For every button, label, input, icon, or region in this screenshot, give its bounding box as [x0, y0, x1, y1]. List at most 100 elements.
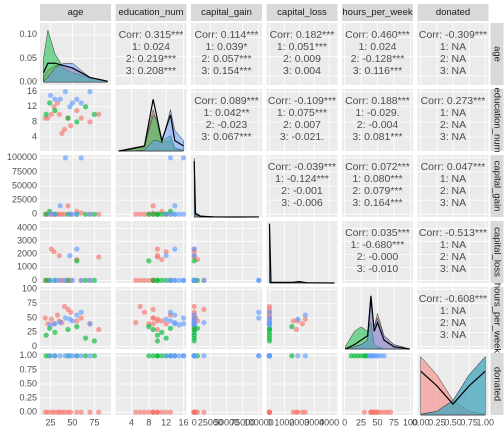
y-tick-label: 75 — [27, 298, 37, 308]
scatter-point — [191, 246, 197, 252]
y-tick-label: 4000 — [17, 223, 37, 233]
scatter-point — [266, 338, 273, 344]
scatter-point — [43, 111, 49, 117]
scatter-point — [150, 315, 156, 321]
scatter-point — [369, 409, 375, 415]
scatter-point — [289, 353, 295, 359]
scatter-point — [65, 203, 71, 209]
scatter-point — [47, 100, 53, 106]
scatter-point — [159, 409, 165, 415]
scatter-point — [87, 277, 93, 283]
scatter-point — [150, 277, 156, 283]
scatter-point — [180, 211, 187, 217]
column-strip — [417, 4, 489, 21]
scatter-point — [82, 353, 89, 359]
correlation-text: 2: 0.057*** — [201, 53, 251, 65]
scatter-point — [154, 326, 161, 333]
scatter-point — [358, 353, 364, 359]
scatter-point — [62, 353, 69, 359]
y-tick-label: 0.00 — [19, 77, 37, 87]
scatter-point — [137, 409, 143, 415]
x-tick-label: 0.25 — [428, 417, 446, 427]
y-tick-label: 100000 — [7, 152, 37, 162]
scatter-point — [159, 353, 165, 359]
row-strip — [490, 221, 504, 283]
scatter-point — [172, 211, 178, 217]
scatter-point — [194, 325, 201, 331]
scatter-point — [293, 409, 299, 415]
scatter-point — [172, 203, 178, 209]
strip-label: capital_gain — [491, 161, 502, 212]
scatter-point — [78, 100, 84, 106]
y-tick-label: 0 — [32, 341, 37, 351]
x-tick-label: 50000 — [214, 417, 239, 427]
scatter-point — [163, 253, 169, 259]
scatter-point — [74, 119, 80, 125]
scatter-point — [87, 409, 93, 415]
scatter-point — [191, 321, 197, 327]
scatter-point — [154, 353, 161, 359]
column-strip — [266, 4, 338, 21]
scatter-point — [96, 111, 102, 117]
scatter-point — [201, 353, 207, 359]
scatter-point — [62, 277, 69, 283]
scatter-point — [180, 321, 187, 327]
y-tick-label: 50000 — [12, 180, 37, 190]
scatter-point — [43, 211, 49, 217]
scatter-point — [150, 326, 156, 333]
correlation-text: 3: NA — [440, 329, 466, 341]
scatter-point — [141, 211, 148, 217]
correlation-text: 1: -0.680*** — [351, 239, 405, 251]
correlation-text: 3: 0.004 — [283, 65, 321, 77]
scatter-point — [191, 316, 197, 322]
scatter-point — [91, 353, 97, 359]
scatter-point — [91, 277, 97, 283]
density-line — [420, 370, 486, 405]
x-tick-label: 0.00 — [412, 417, 430, 427]
scatter-point — [42, 409, 48, 415]
scatter-point — [78, 277, 84, 283]
strip-label: capital_loss — [277, 7, 327, 18]
correlation-text: Corr: 0.089*** — [194, 95, 259, 107]
scatter-point — [133, 409, 139, 415]
correlation-text: Corr: 0.035*** — [345, 227, 410, 239]
correlation-text: 3: 0.067*** — [201, 131, 251, 143]
x-tick-label: 2000 — [289, 417, 309, 427]
x-tick-label: 25 — [356, 417, 366, 427]
scatter-point — [48, 111, 54, 117]
scatter-point — [74, 96, 80, 102]
scatter-point — [289, 324, 295, 330]
panel — [266, 89, 338, 151]
scatter-point — [52, 353, 58, 359]
y-tick-label: 2000 — [17, 249, 37, 259]
scatter-point — [167, 309, 174, 315]
density-area — [420, 355, 486, 416]
strip-label: hours_per_week — [342, 7, 412, 18]
scatter-point — [201, 306, 207, 312]
correlation-text: 1: NA — [440, 305, 466, 317]
x-tick-label: 100 — [403, 417, 418, 427]
y-tick-label: 16 — [27, 86, 37, 96]
scatter-point — [137, 303, 143, 310]
correlation-text: Corr: 0.114*** — [194, 29, 258, 41]
scatter-point — [348, 353, 354, 359]
correlation-text: Corr: -0.309*** — [419, 29, 487, 41]
scatter-point — [154, 409, 161, 415]
scatter-point — [52, 321, 58, 327]
scatter-point — [56, 111, 62, 117]
strip-label: donated — [436, 7, 470, 18]
scatter-point — [302, 316, 308, 322]
scatter-point — [363, 353, 369, 359]
correlation-text: 1: 0.080*** — [352, 173, 402, 185]
scatter-point — [146, 258, 152, 264]
scatter-point — [96, 326, 102, 333]
scatter-point — [61, 126, 68, 133]
correlation-text: 1: 0.075*** — [277, 107, 327, 119]
scatter-point — [141, 309, 148, 315]
scatter-point — [163, 316, 169, 322]
scatter-point — [78, 155, 84, 161]
correlation-text: 3: 0.081*** — [352, 131, 402, 143]
strip-label: education_num — [119, 7, 184, 18]
correlation-text: 2: NA — [440, 53, 466, 65]
scatter-point — [47, 353, 54, 359]
